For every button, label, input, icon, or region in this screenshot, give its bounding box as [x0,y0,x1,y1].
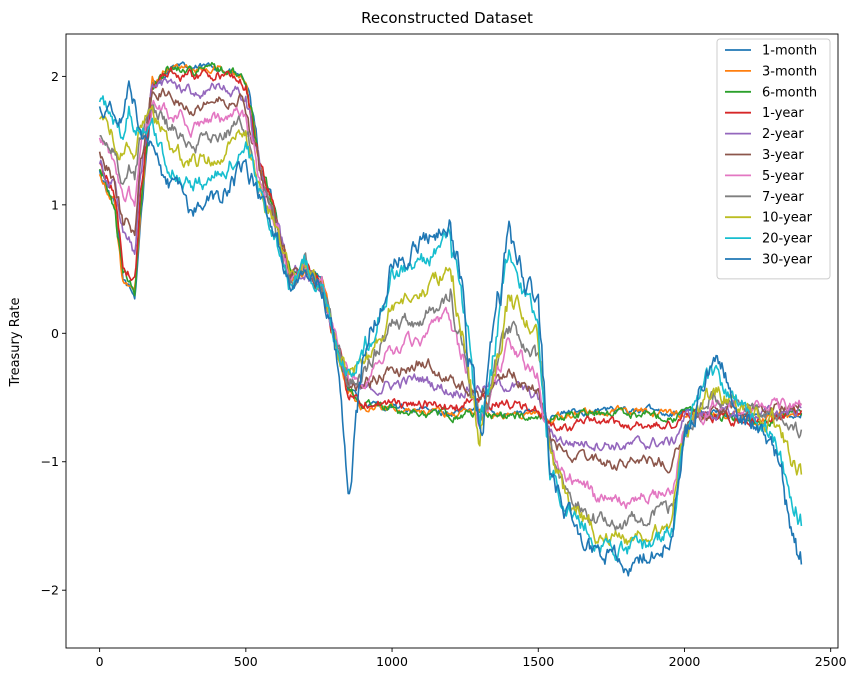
axis-ticks: 0 500 1000 1500 2000 2500 −2 −1 0 1 2 [41,69,847,669]
legend-label: 30-year [762,253,813,268]
x-tick-label: 1500 [522,654,554,669]
legend-label: 1-month [762,44,817,59]
y-tick-label: 1 [51,197,59,212]
series-line-30-year [98,80,803,577]
series-line-2-year [98,77,802,452]
legend: 1-month 3-month 6-month 1-year 2-year 3-year 5… [716,38,831,280]
legend-label: 10-year [762,211,813,226]
legend-label: 5-year [762,169,804,184]
plot-frame [65,33,839,649]
legend-label: 20-year [762,232,813,247]
legend-label: 3-year [762,148,804,163]
y-axis-title: Treasury Rate [8,297,23,387]
x-tick-label: 2500 [815,654,847,669]
x-tick-label: 2000 [669,654,701,669]
y-tick-label: 2 [51,69,59,84]
legend-label: 1-year [762,106,804,121]
legend-label: 2-year [762,127,804,142]
series-line-1-year [99,66,803,432]
x-tick-label: 500 [234,654,258,669]
y-tick-label: −2 [41,583,59,598]
y-tick-label: −1 [41,454,59,469]
plot-lines [98,61,803,577]
legend-label: 7-year [762,190,804,205]
chart-title: Reconstructed Dataset [361,9,533,27]
legend-box [716,38,831,280]
x-tick-label: 0 [96,654,104,669]
y-tick-label: 0 [51,326,59,341]
legend-label: 3-month [762,64,817,79]
x-tick-label: 1000 [376,654,408,669]
legend-label: 6-month [762,85,817,100]
